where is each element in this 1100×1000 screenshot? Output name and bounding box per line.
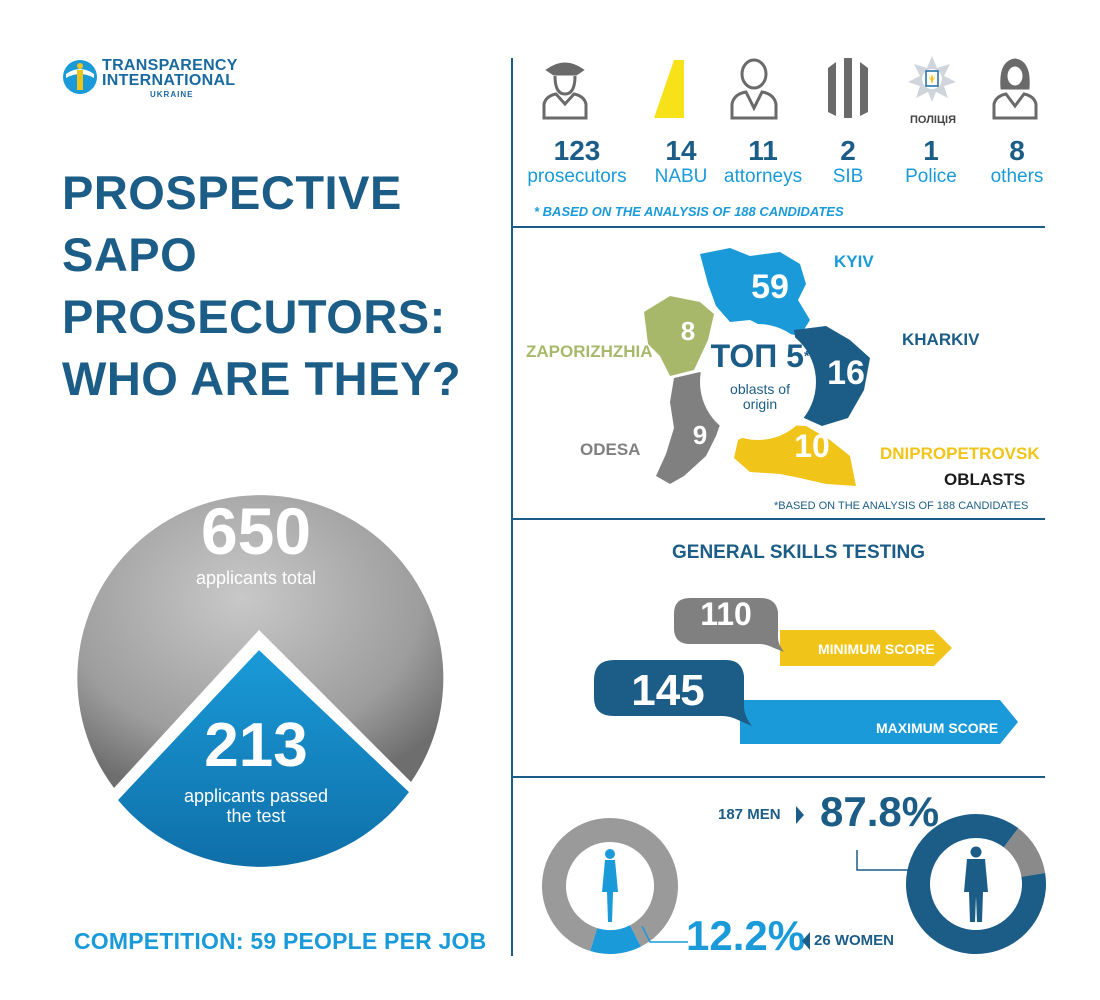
men-percent: 87.8%: [820, 788, 940, 835]
min-score-arrow: [780, 630, 952, 666]
min-score-label: MINIMUM SCORE: [818, 641, 935, 657]
women-rest-arc: [542, 818, 678, 952]
title-line1: PROSPECTIVE SAPO: [62, 166, 402, 281]
dnipropetrovsk-label: DNIPROPETROVSK: [880, 444, 1040, 463]
map-footnote: *BASED ON THE ANALYSIS OF 188 CANDIDATES: [774, 500, 1029, 512]
origin-sib: 2 SIB: [793, 136, 903, 188]
divider-2: [511, 518, 1045, 520]
passed-label-2: the test: [226, 806, 286, 826]
page-title: PROSPECTIVE SAPO PROSECUTORS: WHO ARE TH…: [62, 162, 482, 410]
vertical-divider: [511, 58, 513, 956]
men-donut: [906, 814, 1046, 954]
caret-right-icon: [796, 806, 804, 824]
men-connector: [856, 850, 920, 871]
women-share-arc: [590, 924, 641, 954]
origin-label: prosecutors: [527, 166, 627, 187]
min-score-value: 110: [700, 596, 752, 632]
origin-police: 1 Police: [876, 136, 986, 188]
origin-label: NABU: [654, 166, 708, 187]
woman-silhouette-icon: [602, 849, 618, 922]
origin-label: others: [990, 166, 1044, 187]
women-donut: [542, 818, 678, 954]
women-percent: 12.2%: [686, 912, 806, 959]
title-line3: WHO ARE THEY?: [62, 352, 462, 405]
total-label: applicants total: [195, 568, 317, 588]
men-share-arc: [906, 814, 1046, 954]
applicants-pie: [77, 495, 444, 867]
pie-total-slice: [77, 495, 444, 788]
men-caption: 187 MEN: [718, 806, 781, 823]
total-value: 650: [200, 494, 312, 568]
kharkiv-label: KHARKIV: [902, 330, 980, 349]
odesa-label: ODESA: [580, 440, 641, 459]
odesa-value: 9: [692, 420, 708, 450]
sib-logo-icon: [828, 58, 868, 118]
region-kyiv: [700, 248, 810, 336]
ti-logo-icon: [63, 60, 97, 94]
origin-value: 14: [665, 135, 697, 166]
kyiv-label: KYIV: [834, 252, 874, 271]
map-center-sub1: oblasts of: [730, 381, 790, 397]
origin-attorneys: 11 attorneys: [708, 136, 818, 188]
logo-line1: TRANSPARENCY: [102, 57, 238, 74]
woman-icon: [992, 58, 1038, 120]
logo-line2: INTERNATIONAL: [102, 72, 236, 89]
ti-logo: TRANSPARENCY INTERNATIONAL UKRAINE: [60, 56, 260, 106]
map-center-star: *: [803, 347, 810, 364]
origin-nabu: 14 NABU: [626, 136, 736, 188]
zaporizhzhia-value: 8: [680, 316, 696, 346]
man-silhouette-icon: [964, 846, 988, 922]
origin-prosecutors: 123 prosecutors: [522, 136, 632, 188]
police-badge-icon: [908, 56, 956, 102]
origin-value: 2: [840, 135, 856, 166]
skills-title: GENERAL SKILLS TESTING: [672, 542, 926, 563]
map-center-circle: [700, 324, 816, 440]
max-score-arrow: [740, 700, 1018, 744]
origin-value: 123: [553, 135, 601, 166]
map-center-text: ТОП 5*: [700, 338, 820, 375]
prosecutor-icon: [542, 62, 588, 120]
origin-value: 8: [1009, 135, 1025, 166]
attorney-icon: [730, 58, 778, 120]
map-center-title: ТОП 5: [710, 338, 804, 374]
title-line2: PROSECUTORS:: [62, 290, 446, 343]
oblasts-map: [644, 248, 870, 486]
region-zaporizhzhia: [644, 296, 714, 376]
police-badge-text: ПОЛІЦІЯ: [910, 114, 956, 126]
max-score-bubble: [594, 660, 752, 726]
divider-3: [511, 776, 1045, 778]
origin-others: 8 others: [962, 136, 1072, 188]
max-score-label: MAXIMUM SCORE: [876, 720, 999, 736]
origins-footnote: * BASED ON THE ANALYSIS OF 188 CANDIDATE…: [534, 204, 844, 219]
pie-passed-slice: [118, 650, 409, 867]
origin-label: attorneys: [723, 166, 803, 187]
origin-label: SIB: [832, 166, 864, 187]
oblasts-label: OBLASTS: [944, 470, 1026, 489]
zaporizhzhia-label: ZAPORIZHZHIA: [526, 342, 653, 361]
map-center-sub2: origin: [742, 396, 778, 412]
nabu-logo-icon: [654, 60, 684, 118]
score-graphic: [594, 598, 1018, 744]
origin-label: Police: [905, 166, 957, 187]
competition-text: COMPETITION: 59 PEOPLE PER JOB: [74, 928, 487, 954]
divider-1: [511, 226, 1045, 228]
max-score-value: 145: [631, 666, 705, 715]
passed-value: 213: [204, 711, 308, 780]
women-connector: [641, 926, 688, 943]
min-score-bubble: [674, 598, 784, 652]
dnipropetrovsk-value: 10: [794, 428, 830, 464]
origin-value: 1: [923, 135, 939, 166]
men-rest-arc: [1003, 828, 1046, 878]
women-caption: 26 WOMEN: [814, 932, 895, 949]
logo-line3: UKRAINE: [150, 90, 194, 99]
caret-left-icon: [802, 932, 810, 950]
passed-label-1: applicants passed: [183, 786, 329, 806]
origin-value: 11: [748, 135, 778, 166]
kyiv-value: 59: [751, 268, 789, 306]
kharkiv-value: 16: [827, 354, 865, 392]
